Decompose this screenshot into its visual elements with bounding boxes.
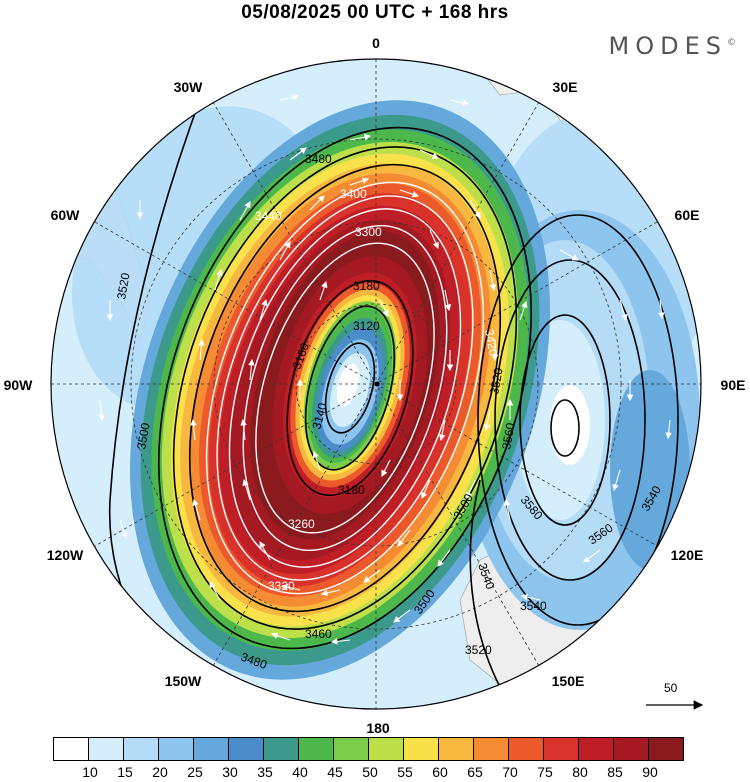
contour-label: 3260 — [288, 517, 315, 531]
wind-speed-field — [71, 100, 701, 680]
colorbar-tick-label: 75 — [537, 764, 553, 780]
lon-label-120e: 120E — [671, 547, 704, 563]
colorbar-tick-label: 65 — [467, 764, 483, 780]
colorbar-tick-label: 60 — [432, 764, 448, 780]
colorbar-swatch — [368, 737, 404, 761]
colorbar-swatch — [193, 737, 229, 761]
lon-label-30w: 30W — [174, 79, 204, 95]
colorbar-tick-label: 20 — [152, 764, 168, 780]
lon-label-150w: 150W — [165, 673, 202, 689]
colorbar-tick-label: 90 — [642, 764, 658, 780]
contour-label: 3500 — [134, 421, 152, 450]
map-border — [50, 58, 702, 710]
colorbar-swatch — [123, 737, 159, 761]
height-contours-white — [205, 181, 485, 595]
lon-label-120w: 120W — [47, 547, 84, 563]
contour-labels: 3480 3400 3440 3300 3180 3120 3160 3140 … — [114, 152, 664, 672]
contour-label: 3180 — [338, 483, 365, 497]
longitude-labels: 0 30E 60E 90E 120E 150E 180 150W 120W 90… — [4, 35, 746, 736]
lon-label-30e: 30E — [553, 79, 578, 95]
colorbar-swatch — [298, 737, 334, 761]
contour-label: 3460 — [305, 627, 332, 641]
wind-vectors — [98, 93, 672, 655]
contour-label: 3140 — [309, 401, 330, 431]
height-contours-black — [108, 59, 679, 709]
colorbar-tick-label: 55 — [397, 764, 413, 780]
contour-label: 3480 — [305, 152, 332, 166]
contour-label: 3420 — [482, 328, 500, 357]
brand-logo: MODES© — [609, 32, 736, 60]
lon-label-150e: 150E — [552, 673, 585, 689]
contour-label: 3180 — [353, 279, 380, 293]
lon-label-180: 180 — [366, 720, 390, 736]
colorbar-swatch — [158, 737, 194, 761]
contour-label: 3540 — [520, 599, 547, 613]
colorbar-swatch — [473, 737, 509, 761]
lon-label-60e: 60E — [675, 207, 700, 223]
colorbar-tick-label: 15 — [117, 764, 133, 780]
lon-label-90e: 90E — [721, 377, 746, 393]
colorbar-swatch — [508, 737, 544, 761]
contour-label: 3520 — [465, 643, 492, 657]
lon-label-60w: 60W — [51, 207, 81, 223]
colorbar-tick-label: 45 — [327, 764, 343, 780]
colorbar-tick-label: 10 — [82, 764, 98, 780]
contour-label: 3560 — [499, 421, 517, 450]
colorbar-tick-label: 25 — [187, 764, 203, 780]
colorbar-swatch — [263, 737, 299, 761]
colorbar-swatch — [648, 737, 684, 761]
colorbar-tick-label: 50 — [362, 764, 378, 780]
colorbar-tick-label: 70 — [502, 764, 518, 780]
colorbar-swatch — [613, 737, 649, 761]
colorbar-swatch — [88, 737, 124, 761]
contour-label: 3440 — [255, 209, 282, 223]
contour-label: 3400 — [340, 187, 367, 201]
colorbar-swatch — [53, 737, 89, 761]
contour-label: 3300 — [355, 225, 382, 239]
contour-label: 3520 — [114, 271, 132, 300]
colorbar — [53, 737, 684, 761]
lon-label-0: 0 — [372, 35, 380, 51]
colorbar-swatch — [578, 737, 614, 761]
brand-name: MODES — [608, 32, 727, 60]
reference-vector-label: 50 — [664, 681, 678, 695]
north-pole-marker — [374, 381, 380, 387]
colorbar-tick-label: 80 — [572, 764, 588, 780]
map-disk: 3480 3400 3440 3300 3180 3120 3160 3140 … — [51, 59, 701, 709]
contour-label: 3320 — [268, 579, 295, 593]
colorbar-swatch — [403, 737, 439, 761]
colorbar-swatch — [228, 737, 264, 761]
lon-label-90w: 90W — [4, 377, 34, 393]
contour-label: 3520 — [487, 366, 505, 395]
brand-copyright-mark: © — [727, 38, 736, 48]
colorbar-swatch — [438, 737, 474, 761]
map-title: 05/08/2025 00 UTC + 168 hrs — [241, 2, 509, 23]
colorbar-tick-label: 30 — [222, 764, 238, 780]
contour-label: 3120 — [353, 319, 380, 333]
colorbar-tick-label: 85 — [607, 764, 623, 780]
colorbar-tick-label: 35 — [257, 764, 273, 780]
colorbar-swatch — [333, 737, 369, 761]
colorbar-labels: 10 15 20 25 30 35 40 45 50 55 60 65 70 75 80 85 90 — [54, 764, 704, 782]
colorbar-tick-label: 40 — [292, 764, 308, 780]
colorbar-swatch — [543, 737, 579, 761]
